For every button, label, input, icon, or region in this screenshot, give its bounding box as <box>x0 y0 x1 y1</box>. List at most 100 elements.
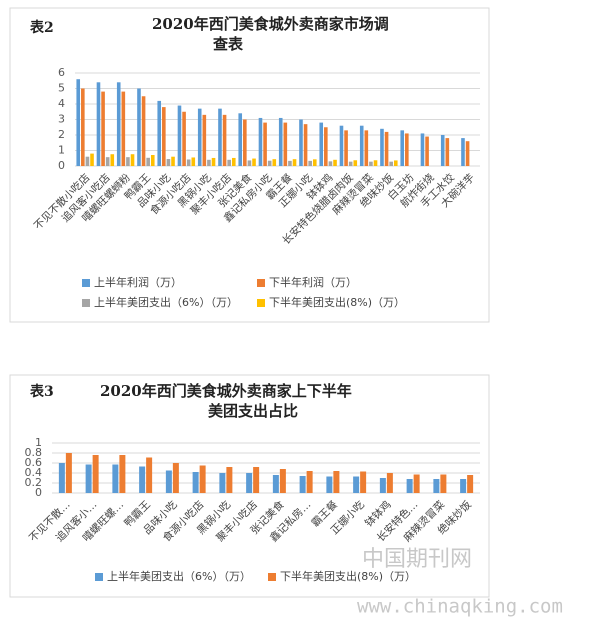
legend-label: 下半年利润（万） <box>269 275 357 289</box>
bar <box>283 122 288 166</box>
y-tick-label: 2 <box>58 128 65 141</box>
bar <box>267 160 272 166</box>
bar <box>171 156 175 166</box>
bar <box>420 133 425 166</box>
bar <box>467 475 474 493</box>
bar <box>359 125 364 166</box>
chart-title: 2020年西门美食城外卖商家市场调查表 <box>152 15 389 53</box>
bar <box>272 475 279 493</box>
bar <box>389 161 393 166</box>
y-tick-label: 1 <box>35 436 42 449</box>
bar <box>445 138 450 166</box>
y-tick-label: 6 <box>58 66 65 79</box>
chart-label: 表2 <box>29 19 54 36</box>
bar <box>263 122 267 166</box>
legend-label: 上半年美团支出（6%）（万） <box>107 569 251 583</box>
bar <box>150 154 155 166</box>
bar <box>92 455 99 493</box>
bar <box>85 156 90 166</box>
y-tick-label: 0 <box>35 486 42 499</box>
bar <box>348 161 353 166</box>
bar <box>246 473 253 493</box>
bar <box>199 465 206 493</box>
chart-title: 2020年西门美食城外卖商家上下半年美团支出占比 <box>100 382 352 420</box>
bar <box>101 91 105 166</box>
bar <box>413 474 420 493</box>
bar <box>207 159 211 166</box>
y-tick-label: 4 <box>58 97 65 110</box>
bar <box>405 133 409 166</box>
bar <box>303 124 308 166</box>
bar <box>110 154 115 166</box>
bar <box>292 159 297 166</box>
bar <box>279 469 286 493</box>
bar <box>96 82 101 166</box>
bar <box>231 157 236 166</box>
bar <box>373 160 378 166</box>
bar <box>186 159 191 166</box>
bar <box>380 128 384 166</box>
bar <box>258 117 263 166</box>
bar <box>182 111 186 166</box>
y-tick-label: 1 <box>58 144 65 157</box>
legend-swatch <box>95 573 103 581</box>
bar <box>333 471 340 493</box>
bar <box>202 114 207 166</box>
y-tick-label: 3 <box>58 113 65 126</box>
bar <box>191 157 196 166</box>
bar <box>119 455 126 493</box>
bar <box>333 159 337 166</box>
bar <box>440 135 445 166</box>
bar <box>386 473 393 493</box>
bar <box>197 108 202 166</box>
bar <box>58 463 65 493</box>
bar <box>406 479 413 493</box>
bar <box>425 136 429 166</box>
bar <box>226 467 233 493</box>
chart-frame <box>9 374 490 598</box>
y-tick-label: 0.4 <box>25 466 43 479</box>
bar <box>112 464 119 493</box>
bar <box>157 100 162 166</box>
chart-frame <box>9 7 490 323</box>
bar <box>219 473 226 493</box>
bar <box>238 113 243 166</box>
bar <box>227 159 231 166</box>
bar <box>440 474 447 493</box>
bar <box>288 160 292 166</box>
bar <box>105 157 110 166</box>
bar <box>218 108 222 166</box>
legend-label: 上半年美团支出（6%）（万） <box>94 295 238 309</box>
bar <box>192 472 199 493</box>
bar <box>126 157 130 166</box>
legend-label: 上半年利润（万） <box>94 275 182 289</box>
bar <box>65 453 72 493</box>
y-tick-label: 0.8 <box>25 446 43 459</box>
bar <box>253 467 260 493</box>
bar <box>308 160 312 166</box>
bar <box>81 88 85 166</box>
bar <box>465 141 470 166</box>
bar <box>319 122 324 166</box>
bar <box>243 119 247 166</box>
bar <box>393 160 398 166</box>
bar <box>328 161 333 166</box>
watermark: 中国期刊网 <box>362 547 472 572</box>
bar <box>272 159 277 166</box>
bar <box>364 130 369 166</box>
legend-swatch <box>82 299 90 307</box>
bar <box>146 157 150 166</box>
bar <box>299 476 306 493</box>
bar <box>324 127 328 166</box>
bar <box>353 160 358 166</box>
bar <box>85 464 92 493</box>
bar <box>121 91 126 166</box>
bar <box>384 131 389 166</box>
bar <box>141 96 146 166</box>
bar <box>369 161 373 166</box>
bar <box>278 117 283 166</box>
y-tick-label: 0 <box>58 159 65 172</box>
bar <box>137 88 141 166</box>
bar <box>299 119 303 166</box>
